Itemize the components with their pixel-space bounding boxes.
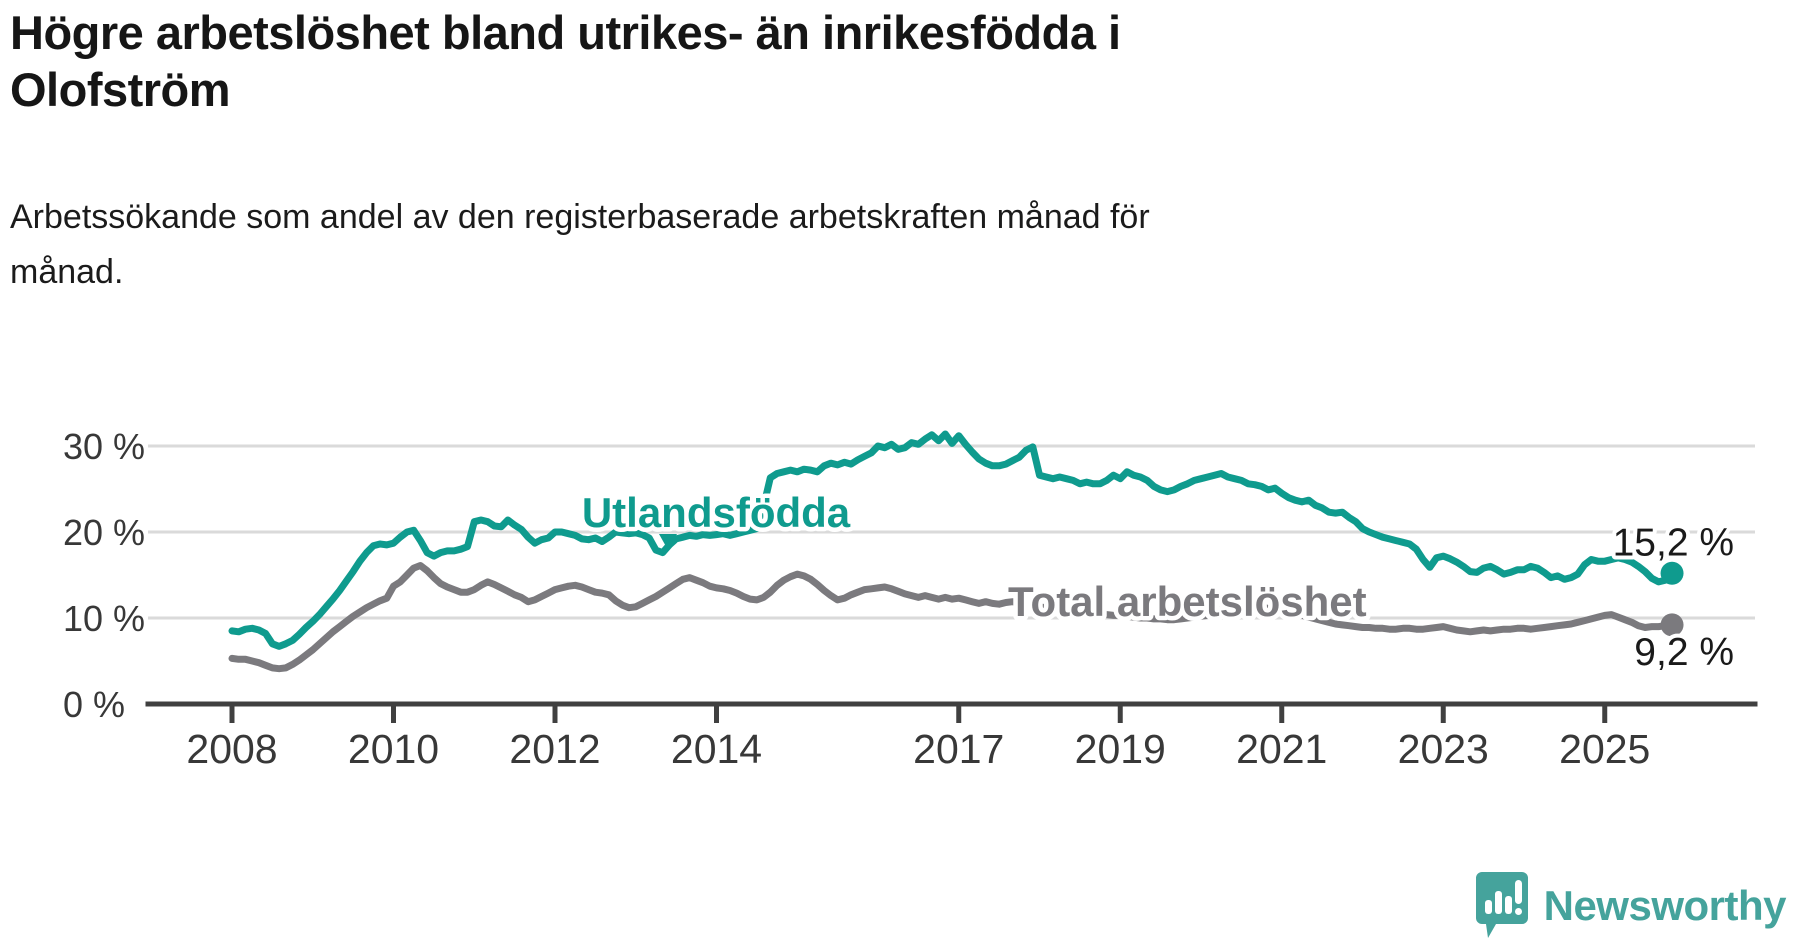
end-value-label-total: 9,2 % — [1634, 631, 1734, 674]
x-tick-label: 2021 — [1236, 726, 1327, 772]
series-label-total: Total arbetslöshet — [1008, 578, 1367, 625]
bar-3 — [1504, 896, 1512, 914]
series-line-total — [228, 562, 1676, 673]
x-tick-label: 2014 — [671, 726, 762, 772]
series-end-dot-utlandsfodda — [1660, 561, 1684, 585]
y-tick-label: 10 % — [63, 598, 145, 639]
x-tick-label: 2019 — [1075, 726, 1166, 772]
exclamation-dot — [1514, 908, 1522, 915]
series-line-utlandsfodda — [228, 430, 1676, 650]
end-value-label-utlandsfodda: 15,2 % — [1613, 521, 1734, 564]
x-tick-label: 2010 — [348, 726, 439, 772]
x-tick-label: 2023 — [1398, 726, 1489, 772]
chart-subtitle-line1: Arbetssökande som andel av den registerb… — [10, 198, 1150, 236]
y-tick-label: 20 % — [63, 512, 145, 553]
x-tick-label: 2012 — [509, 726, 600, 772]
newsworthy-logo: Newsworthy — [1474, 870, 1787, 942]
x-tick-label: 2008 — [186, 726, 277, 772]
chart-subtitle-line2: månad. — [10, 253, 124, 291]
series-label-utlandsfodda: Utlandsfödda — [582, 489, 851, 536]
chart-bubble-icon — [1475, 872, 1528, 938]
logo-text: Newsworthy — [1543, 882, 1787, 929]
exclamation-bar — [1514, 880, 1522, 904]
bar-1 — [1484, 900, 1492, 914]
chart-title: Högre arbetslöshet bland utrikes- än inr… — [10, 4, 1510, 118]
y-tick-label: 0 % — [63, 684, 125, 725]
series-end-dot-total — [1660, 613, 1684, 637]
chart-subtitle: Arbetssökande som andel av den registerb… — [10, 190, 1530, 300]
y-tick-label: 30 % — [63, 426, 145, 467]
label-pointer-triangle-icon — [659, 534, 677, 550]
chart-title-line2: Olofström — [10, 63, 231, 116]
x-tick-label: 2017 — [913, 726, 1004, 772]
bar-2 — [1494, 891, 1502, 914]
chart-title-line1: Högre arbetslöshet bland utrikes- än inr… — [10, 6, 1121, 59]
x-tick-label: 2025 — [1559, 726, 1650, 772]
